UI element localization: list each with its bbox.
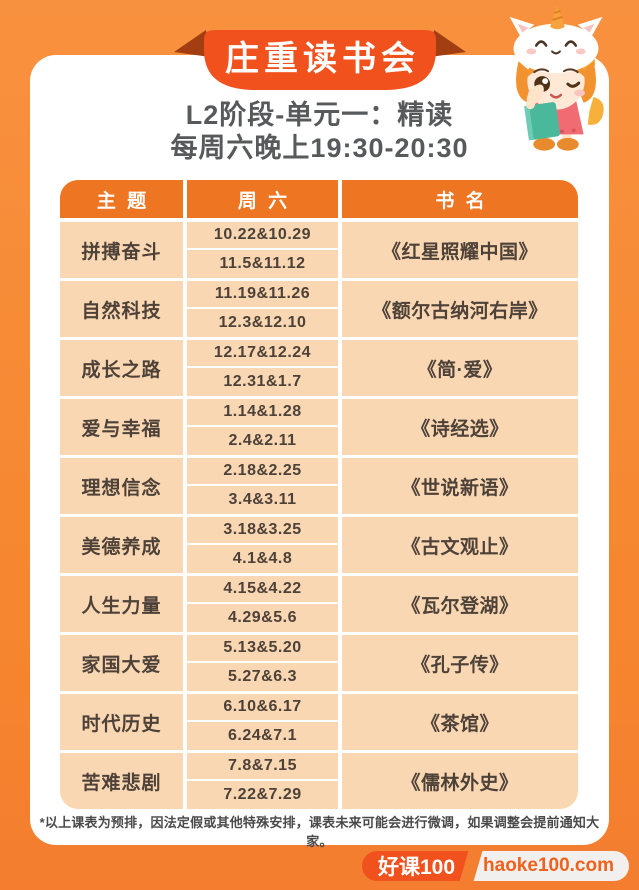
subtitle-line1: L2阶段-单元一：精读 xyxy=(185,100,454,130)
date-cell: 12.17&12.24 12.31&1.7 xyxy=(187,340,338,396)
date-cell: 6.10&6.17 6.24&7.1 xyxy=(187,694,338,750)
date-cell: 4.15&4.22 4.29&5.6 xyxy=(187,576,338,632)
theme-cell: 自然科技 xyxy=(60,281,183,337)
date-sub-row: 5.27&6.3 xyxy=(228,668,297,685)
date-sub-row: 4.1&4.8 xyxy=(232,550,293,567)
table-row: 时代历史 6.10&6.17 6.24&7.1 《茶馆》 xyxy=(60,694,578,750)
ribbon-banner-icon xyxy=(174,30,466,90)
theme-cell: 成长之路 xyxy=(60,340,183,396)
book-cell: 《瓦尔登湖》 xyxy=(342,576,578,632)
book-cell: 《世说新语》 xyxy=(342,458,578,514)
theme-cell: 时代历史 xyxy=(60,694,183,750)
book-cell: 《诗经选》 xyxy=(342,399,578,455)
title-ribbon: 庄重读书会 xyxy=(170,24,470,100)
theme-cell: 美德养成 xyxy=(60,517,183,573)
date-sub-row: 11.5&11.12 xyxy=(219,255,306,272)
table-row: 理想信念 2.18&2.25 3.4&3.11 《世说新语》 xyxy=(60,458,578,514)
footnote: *以上课表为预排，因法定假或其他特殊安排，课表未来可能会进行微调，如果调整会提前… xyxy=(39,815,600,849)
club-title: 庄重读书会 xyxy=(225,40,420,78)
book-cell: 《孔子传》 xyxy=(342,635,578,691)
table-row: 爱与幸福 1.14&1.28 2.4&2.11 《诗经选》 xyxy=(60,399,578,455)
brand-badge: 好课100 haoke100.com xyxy=(362,851,629,881)
theme-cell: 拼搏奋斗 xyxy=(60,222,183,278)
date-cell: 5.13&5.20 5.27&6.3 xyxy=(187,635,338,691)
date-sub-row: 2.4&2.11 xyxy=(228,432,297,449)
date-sub-row: 7.22&7.29 xyxy=(223,786,302,803)
date-sub-row: 12.3&12.10 xyxy=(218,314,307,331)
column-header-book: 书 名 xyxy=(342,180,578,218)
date-sub-row: 3.18&3.25 xyxy=(187,517,338,545)
theme-cell: 理想信念 xyxy=(60,458,183,514)
date-cell: 3.18&3.25 4.1&4.8 xyxy=(187,517,338,573)
brand-name: 好课100 xyxy=(362,851,469,881)
date-sub-row: 1.14&1.28 xyxy=(187,399,338,427)
table-row: 拼搏奋斗 10.22&10.29 11.5&11.12 《红星照耀中国》 xyxy=(60,222,578,278)
theme-cell: 人生力量 xyxy=(60,576,183,632)
date-sub-row: 10.22&10.29 xyxy=(187,222,338,250)
date-sub-row: 5.13&5.20 xyxy=(187,635,338,663)
table-row: 美德养成 3.18&3.25 4.1&4.8 《古文观止》 xyxy=(60,517,578,573)
date-cell: 2.18&2.25 3.4&3.11 xyxy=(187,458,338,514)
schedule-table: 主 题 周 六 书 名 拼搏奋斗 10.22&10.29 11.5&11.12 … xyxy=(60,180,578,812)
book-cell: 《红星照耀中国》 xyxy=(342,222,578,278)
book-cell: 《额尔古纳河右岸》 xyxy=(342,281,578,337)
date-sub-row: 6.10&6.17 xyxy=(187,694,338,722)
theme-cell: 家国大爱 xyxy=(60,635,183,691)
content-card: L2阶段-单元一：精读 每周六晚上19:30-20:30 主 题 周 六 书 名… xyxy=(30,55,609,849)
book-cell: 《简·爱》 xyxy=(342,340,578,396)
date-sub-row: 4.15&4.22 xyxy=(187,576,338,604)
table-row: 自然科技 11.19&11.26 12.3&12.10 《额尔古纳河右岸》 xyxy=(60,281,578,337)
table-header-row: 主 题 周 六 书 名 xyxy=(60,180,578,218)
theme-cell: 苦难悲剧 xyxy=(60,753,183,809)
table-row: 家国大爱 5.13&5.20 5.27&6.3 《孔子传》 xyxy=(60,635,578,691)
date-sub-row: 2.18&2.25 xyxy=(187,458,338,486)
date-cell: 1.14&1.28 2.4&2.11 xyxy=(187,399,338,455)
theme-cell: 爱与幸福 xyxy=(60,399,183,455)
column-header-saturday: 周 六 xyxy=(187,180,338,218)
book-cell: 《茶馆》 xyxy=(342,694,578,750)
date-sub-row: 11.19&11.26 xyxy=(187,281,338,309)
date-sub-row: 6.24&7.1 xyxy=(228,727,297,744)
table-row: 成长之路 12.17&12.24 12.31&1.7 《简·爱》 xyxy=(60,340,578,396)
mascot-unicorn-girl-icon xyxy=(509,6,604,151)
date-cell: 11.19&11.26 12.3&12.10 xyxy=(187,281,338,337)
date-sub-row: 4.29&5.6 xyxy=(228,609,297,626)
date-cell: 10.22&10.29 11.5&11.12 xyxy=(187,222,338,278)
date-cell: 7.8&7.15 7.22&7.29 xyxy=(187,753,338,809)
book-cell: 《古文观止》 xyxy=(342,517,578,573)
date-sub-row: 12.17&12.24 xyxy=(187,340,338,368)
site-url: haoke100.com xyxy=(473,851,629,881)
column-header-theme: 主 题 xyxy=(60,180,183,218)
date-sub-row: 7.8&7.15 xyxy=(187,753,338,781)
date-sub-row: 12.31&1.7 xyxy=(223,373,302,390)
table-row: 人生力量 4.15&4.22 4.29&5.6 《瓦尔登湖》 xyxy=(60,576,578,632)
table-row: 苦难悲剧 7.8&7.15 7.22&7.29 《儒林外史》 xyxy=(60,753,578,809)
date-sub-row: 3.4&3.11 xyxy=(228,491,297,508)
subtitle: L2阶段-单元一：精读 每周六晚上19:30-20:30 xyxy=(30,99,609,165)
book-cell: 《儒林外史》 xyxy=(342,753,578,809)
subtitle-line2: 每周六晚上19:30-20:30 xyxy=(170,133,469,163)
